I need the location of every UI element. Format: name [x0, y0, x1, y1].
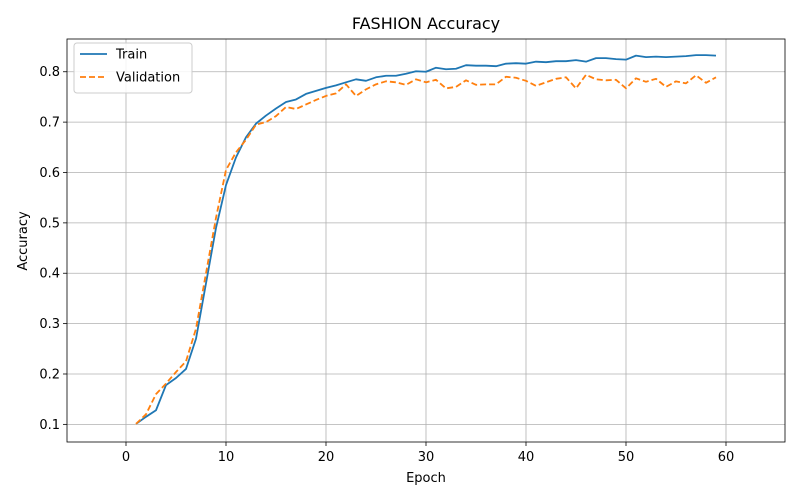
y-tick-label: 0.3 [39, 317, 60, 332]
legend-label-validation: Validation [116, 71, 180, 86]
series-layer [135, 54, 717, 425]
legend-box [73, 42, 193, 94]
y-tick-label: 0.6 [39, 166, 60, 181]
series-line-validation [135, 73, 717, 425]
x-axis-ticks: 0 10 20 30 40 50 60 [122, 442, 734, 465]
legend-label-train: Train [115, 48, 147, 63]
x-tick-label: 0 [122, 450, 130, 465]
x-tick-label: 40 [518, 450, 535, 465]
x-tick-label: 20 [318, 450, 335, 465]
y-axis-label: Accuracy [16, 211, 31, 271]
y-tick-label: 0.2 [39, 367, 60, 382]
x-tick-label: 30 [418, 450, 435, 465]
x-tick-label: 60 [718, 450, 735, 465]
x-tick-label: 10 [218, 450, 235, 465]
x-axis-label: Epoch [406, 471, 446, 486]
y-axis-ticks: 0.1 0.2 0.3 0.4 0.5 0.6 0.7 0.8 [39, 65, 67, 433]
y-tick-label: 0.8 [39, 65, 60, 80]
chart-title: FASHION Accuracy [352, 14, 500, 33]
y-tick-label: 0.1 [39, 418, 60, 433]
y-tick-label: 0.4 [39, 267, 60, 282]
y-tick-label: 0.7 [39, 116, 60, 131]
x-tick-label: 50 [618, 450, 635, 465]
y-tick-label: 0.5 [39, 216, 60, 231]
series-line-train [135, 54, 717, 425]
legend: Train Validation [73, 42, 193, 94]
